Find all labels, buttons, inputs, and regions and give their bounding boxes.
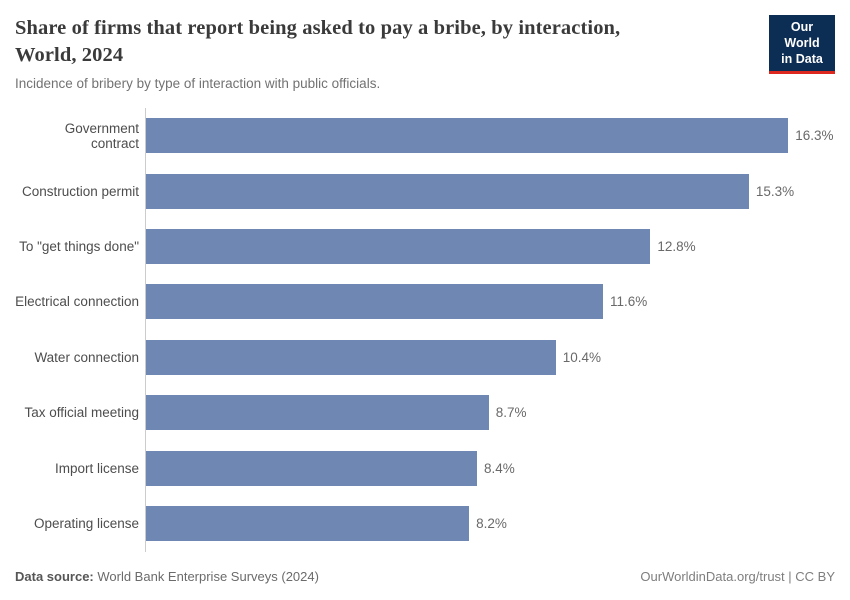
bar-chart: Government contract 16.3% Construction p… (15, 108, 835, 553)
title-block: Share of firms that report being asked t… (15, 15, 759, 91)
value-label: 8.2% (476, 516, 507, 532)
value-label: 16.3% (795, 128, 834, 144)
chart-footer: Data source: World Bank Enterprise Surve… (15, 569, 835, 584)
bar-track: 11.6% (145, 274, 835, 329)
bar[interactable] (146, 229, 651, 265)
value-label: 12.8% (657, 239, 696, 255)
bar-track: 8.4% (145, 440, 835, 495)
bar-row: Import license 8.4% (15, 440, 835, 495)
bar-row: Government contract 16.3% (15, 108, 835, 163)
chart-title-line1: Share of firms that report being asked t… (15, 17, 621, 39)
bar-row: Water connection 10.4% (15, 330, 835, 385)
y-axis-line (145, 108, 146, 553)
category-label: To "get things done" (19, 239, 139, 255)
chart-title-line2: World, 2024 (15, 44, 124, 67)
bar-track: 12.8% (145, 219, 835, 274)
data-source: Data source: World Bank Enterprise Surve… (15, 569, 319, 584)
bar-track: 8.7% (145, 385, 835, 440)
bar-rows: Government contract 16.3% Construction p… (15, 108, 835, 551)
bar[interactable] (146, 173, 749, 209)
category-label: Electrical connection (15, 294, 139, 310)
chart-subtitle: Incidence of bribery by type of interact… (15, 76, 381, 92)
bar-track: 15.3% (145, 163, 835, 218)
category-label: Tax official meeting (24, 405, 139, 421)
category-label: Water connection (34, 349, 139, 365)
data-source-value: World Bank Enterprise Surveys (2024) (93, 569, 319, 584)
chart-title: Share of firms that report being asked t… (15, 15, 759, 69)
bar[interactable] (146, 506, 470, 542)
bar-row: Construction permit 15.3% (15, 163, 835, 218)
category-label: Operating license (33, 516, 139, 532)
bar-track: 8.2% (145, 496, 835, 551)
bar-track: 16.3% (145, 108, 835, 163)
bar-row: Tax official meeting 8.7% (15, 385, 835, 440)
bar[interactable] (146, 450, 477, 486)
value-label: 15.3% (755, 183, 795, 199)
bar[interactable] (146, 339, 556, 375)
bar[interactable] (146, 395, 489, 431)
category-label: Import license (54, 460, 139, 476)
bar-row: To "get things done" 12.8% (15, 219, 835, 274)
category-label: Government contract (64, 120, 139, 151)
category-label: Construction permit (21, 183, 139, 199)
data-source-label: Data source: (15, 569, 94, 584)
bar[interactable] (146, 284, 604, 320)
bar-track: 10.4% (145, 330, 835, 385)
chart-header: Share of firms that report being asked t… (0, 0, 850, 91)
value-label: 8.7% (495, 405, 527, 421)
value-label: 10.4% (562, 349, 602, 365)
bar-row: Operating license 8.2% (15, 496, 835, 551)
bar[interactable] (146, 118, 789, 154)
owid-logo-text-line2: in Data (781, 51, 823, 66)
value-label: 11.6% (610, 294, 648, 310)
owid-logo-text-line1: Our World (784, 20, 820, 50)
attribution[interactable]: OurWorldinData.org/trust | CC BY (640, 569, 835, 584)
value-label: 8.4% (483, 460, 515, 476)
bar-row: Electrical connection 11.6% (15, 274, 835, 329)
owid-logo[interactable]: Our World in Data (769, 15, 835, 75)
